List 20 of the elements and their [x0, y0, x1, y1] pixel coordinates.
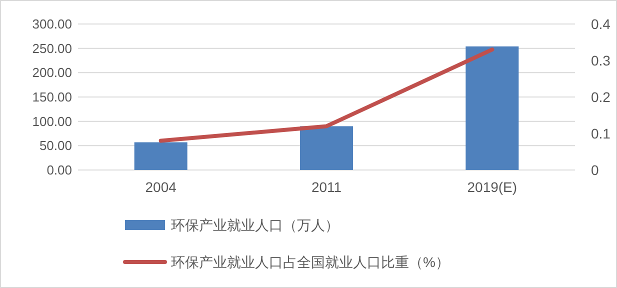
- y-tick-label: 0.00: [46, 162, 72, 178]
- bar: [466, 46, 519, 170]
- y-tick-label: 50.00: [39, 138, 72, 154]
- x-tick-label: 2004: [145, 179, 177, 195]
- bar: [134, 142, 188, 170]
- y-tick-label: 200.00: [32, 65, 72, 80]
- y2-tick-label: 0.3: [591, 52, 611, 68]
- y2-tick-label: 0.2: [591, 88, 611, 105]
- x-tick-label: 2019(E): [467, 179, 518, 195]
- x-tick-label: 2011: [311, 179, 342, 195]
- y2-tick-label: 0: [591, 162, 599, 178]
- y-tick-label: 300.00: [32, 16, 72, 32]
- y-tick-label: 150.00: [32, 90, 72, 105]
- y2-tick-label: 0.4: [591, 16, 611, 32]
- legend-label: 环保产业就业人口占全国就业人口比重（%）: [171, 254, 450, 270]
- y-tick-label: 100.00: [32, 114, 72, 129]
- bar: [300, 126, 354, 170]
- y2-tick-label: 0.1: [591, 125, 611, 142]
- legend-label: 环保产业就业人口（万人）: [171, 216, 339, 233]
- y-tick-label: 250.00: [32, 40, 72, 56]
